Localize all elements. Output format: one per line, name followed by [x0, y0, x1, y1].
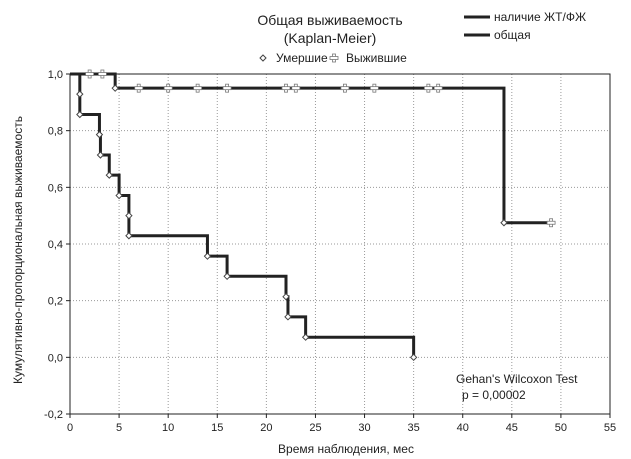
survival-curve-2	[70, 72, 416, 358]
x-tick-label: 10	[162, 422, 174, 434]
legend-series-2: общая	[494, 28, 531, 42]
y-axis-label: Кумулятивно-пропорциональная выживаемост…	[11, 116, 25, 384]
death-marker	[125, 232, 133, 240]
censored-marker	[433, 83, 443, 93]
survival-curve-1	[70, 72, 552, 225]
y-axis-ticks: -0,2 0,0 0,2 0,4 0,6 0,8 1,0	[44, 69, 70, 421]
y-tick-label: -0,2	[44, 409, 63, 421]
death-marker	[284, 313, 292, 321]
death-marker	[76, 90, 84, 98]
y-tick-label: 0,6	[48, 182, 63, 194]
death-marker	[301, 333, 310, 341]
legend-series-1: наличие ЖТ/ФЖ	[494, 10, 586, 24]
censored-marker	[340, 83, 350, 93]
death-marker	[96, 151, 105, 159]
test-p-value: p = 0,00002	[462, 388, 526, 402]
x-tick-label: 50	[555, 422, 567, 434]
x-axis-ticks: 0 5 10 15 20 25 30 35 40 45 50 55	[67, 414, 616, 434]
x-tick-label: 25	[309, 422, 321, 434]
test-name: Gehan's Wilcoxon Test	[456, 372, 578, 386]
censored-marker	[222, 83, 232, 93]
x-tick-label: 30	[358, 422, 370, 434]
x-tick-label: 35	[408, 422, 420, 434]
death-marker	[125, 211, 133, 220]
grid	[69, 73, 611, 415]
x-tick-label: 15	[211, 422, 223, 434]
markers-layer	[76, 69, 556, 362]
x-tick-label: 20	[260, 422, 272, 434]
y-tick-label: 0,0	[48, 352, 63, 364]
series-legend: наличие ЖТ/ФЖ общая	[464, 10, 586, 42]
death-marker	[76, 110, 84, 119]
death-marker	[95, 130, 104, 139]
x-axis-label: Время наблюдения, мес	[278, 442, 414, 456]
y-tick-label: 1,0	[48, 69, 63, 81]
x-tick-label: 5	[116, 422, 122, 434]
chart-subtitle: (Kaplan-Meier)	[283, 30, 377, 46]
death-marker	[223, 272, 231, 281]
death-marker	[105, 171, 113, 179]
y-tick-label: 0,8	[48, 126, 63, 138]
series-layer	[70, 72, 552, 358]
death-marker	[203, 252, 212, 260]
censored-marker	[291, 83, 301, 93]
legend-diamond	[259, 54, 267, 62]
legend-cross-icon	[329, 53, 339, 63]
legend-diamond-icon	[259, 54, 267, 62]
censored-marker	[193, 83, 203, 93]
y-tick-label: 0,2	[48, 296, 63, 308]
death-marker	[500, 219, 508, 227]
marker-legend: Умершие Выжившие	[259, 51, 407, 65]
censored-marker	[369, 83, 379, 93]
x-tick-label: 40	[457, 422, 469, 434]
x-tick-label: 45	[506, 422, 518, 434]
legend-label-survivors: Выжившие	[346, 51, 407, 65]
censored-marker	[281, 83, 291, 93]
censored-marker	[546, 218, 556, 228]
x-tick-label: 0	[67, 422, 73, 434]
censored-marker	[163, 83, 173, 93]
chart-title: Общая выживаемость	[257, 12, 403, 28]
death-marker	[282, 292, 290, 301]
death-marker	[111, 84, 119, 92]
legend-label-deaths: Умершие	[276, 51, 328, 65]
x-tick-label: 55	[604, 422, 616, 434]
death-marker	[409, 353, 418, 362]
death-marker	[115, 191, 123, 200]
censored-marker	[85, 69, 95, 79]
legend-cross	[329, 53, 339, 63]
censored-marker	[98, 69, 107, 79]
censored-marker	[423, 83, 433, 93]
y-tick-label: 0,4	[48, 239, 63, 251]
censored-marker	[134, 83, 144, 93]
